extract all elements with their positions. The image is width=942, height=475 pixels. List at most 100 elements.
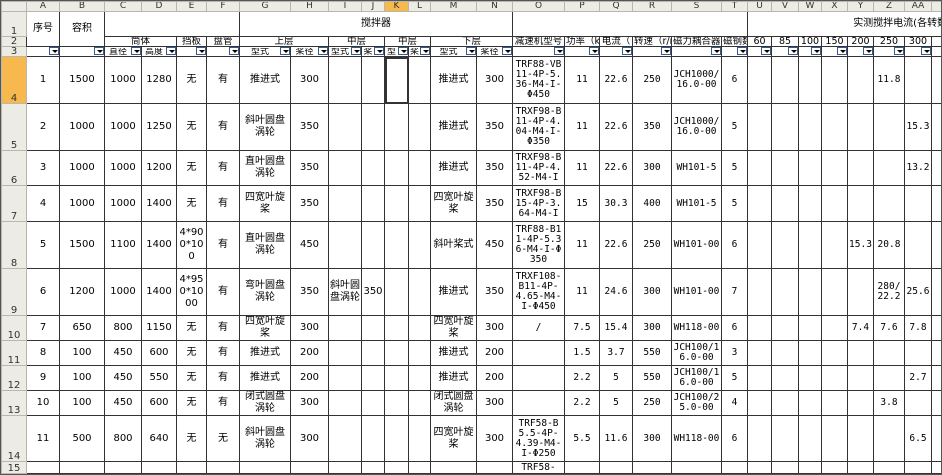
cell-B14[interactable]: 500 <box>60 416 105 462</box>
cell-Z15[interactable] <box>874 462 905 474</box>
cell-L4[interactable] <box>409 57 431 104</box>
cell-H5[interactable]: 350 <box>291 104 329 151</box>
cell-P10[interactable]: 7.5 <box>565 316 600 341</box>
cell-F13[interactable]: 有 <box>207 391 240 416</box>
cell-O9[interactable]: TRXF108-B11-4P-4.65-M4-I-Φ450 <box>513 269 565 316</box>
column-header-L[interactable]: L <box>409 2 431 12</box>
header-cell[interactable]: 转速（r/m <box>633 37 672 47</box>
cell-R12[interactable]: 550 <box>633 366 672 391</box>
cell-B7[interactable]: 1000 <box>60 186 105 222</box>
filter-cell-K[interactable]: 型 <box>385 47 409 57</box>
cell-L9[interactable] <box>409 269 431 316</box>
cell-A10[interactable]: 7 <box>27 316 60 341</box>
cell-O12[interactable] <box>513 366 565 391</box>
cell-A6[interactable]: 3 <box>27 151 60 186</box>
filter-dropdown-icon[interactable] <box>280 47 290 55</box>
cell-R11[interactable]: 550 <box>633 341 672 366</box>
filter-dropdown-icon[interactable] <box>196 47 206 55</box>
cell-E12[interactable]: 无 <box>177 366 207 391</box>
cell-U11[interactable] <box>748 341 772 366</box>
cell-X13[interactable] <box>822 391 848 416</box>
header-cell[interactable]: 上层 <box>240 37 329 47</box>
cell-C10[interactable]: 800 <box>105 316 142 341</box>
cell-A4[interactable]: 1 <box>27 57 60 104</box>
cell-V8[interactable] <box>772 222 799 269</box>
cell-D15[interactable] <box>142 462 177 474</box>
cell-R5[interactable]: 350 <box>633 104 672 151</box>
column-header-E[interactable]: E <box>177 2 207 12</box>
cell-W12[interactable] <box>799 366 822 391</box>
cell-B11[interactable]: 100 <box>60 341 105 366</box>
row-header-8[interactable]: 8 <box>2 222 27 269</box>
column-header-N[interactable]: N <box>477 2 513 12</box>
cell-N9[interactable]: 350 <box>477 269 513 316</box>
cell-L15[interactable] <box>409 462 431 474</box>
cell-J6[interactable] <box>362 151 385 186</box>
filter-dropdown-icon[interactable] <box>711 47 721 55</box>
cell-V7[interactable] <box>772 186 799 222</box>
cell-Y12[interactable] <box>848 366 874 391</box>
cell-X7[interactable] <box>822 186 848 222</box>
cell-O14[interactable]: TRF58-B5.5-4P-4.39-M4-I-Φ250 <box>513 416 565 462</box>
cell-P5[interactable]: 11 <box>565 104 600 151</box>
filter-cell-F[interactable] <box>207 47 240 57</box>
cell-G7[interactable]: 四宽叶旋桨 <box>240 186 291 222</box>
cell-X10[interactable] <box>822 316 848 341</box>
filter-dropdown-icon[interactable] <box>811 47 821 55</box>
cell-K4[interactable] <box>385 57 409 104</box>
cell-W11[interactable] <box>799 341 822 366</box>
cell-G10[interactable]: 四宽叶旋桨 <box>240 316 291 341</box>
cell-L6[interactable] <box>409 151 431 186</box>
cell-E5[interactable]: 无 <box>177 104 207 151</box>
cell-B15[interactable] <box>60 462 105 474</box>
cell-X12[interactable] <box>822 366 848 391</box>
cell-Z6[interactable] <box>874 151 905 186</box>
row-header-15[interactable]: 15 <box>2 462 27 474</box>
cell-V9[interactable] <box>772 269 799 316</box>
cell-S13[interactable]: JCH100/25.0-00 <box>672 391 722 416</box>
column-header-AA[interactable]: AA <box>905 2 932 12</box>
cell-T15[interactable] <box>722 462 748 474</box>
cell-E6[interactable]: 无 <box>177 151 207 186</box>
cell-Q4[interactable]: 22.6 <box>600 57 633 104</box>
cell-H14[interactable]: 300 <box>291 416 329 462</box>
row-header-1[interactable]: 1 <box>2 12 27 37</box>
cell-P11[interactable]: 1.5 <box>565 341 600 366</box>
filter-dropdown-icon[interactable] <box>661 47 671 55</box>
row-header-9[interactable]: 9 <box>2 269 27 316</box>
column-header-X[interactable]: X <box>822 2 848 12</box>
column-header-Z[interactable]: Z <box>874 2 905 12</box>
cell-T5[interactable]: 5 <box>722 104 748 151</box>
filter-cell-D[interactable]: 高度 <box>142 47 177 57</box>
row-header-3[interactable]: 3 <box>2 47 27 57</box>
cell-F6[interactable]: 有 <box>207 151 240 186</box>
cell-K10[interactable] <box>385 316 409 341</box>
cell-N7[interactable]: 350 <box>477 186 513 222</box>
cell-Z4[interactable]: 11.8 <box>874 57 905 104</box>
cell-E13[interactable]: 无 <box>177 391 207 416</box>
cell-D13[interactable]: 600 <box>142 391 177 416</box>
header-cell[interactable]: 序号 <box>27 12 60 47</box>
filter-cell-O[interactable] <box>513 47 565 57</box>
cell-J14[interactable] <box>362 416 385 462</box>
header-cell[interactable]: 减速机型号 <box>513 37 565 47</box>
cell-AB8[interactable] <box>932 222 942 269</box>
cell-T12[interactable]: 5 <box>722 366 748 391</box>
cell-AB6[interactable] <box>932 151 942 186</box>
column-header-R[interactable]: R <box>633 2 672 12</box>
cell-Y8[interactable]: 15.3 <box>848 222 874 269</box>
filter-cell-C[interactable]: 直径 <box>105 47 142 57</box>
cell-N12[interactable]: 200 <box>477 366 513 391</box>
cell-Y11[interactable] <box>848 341 874 366</box>
cell-U7[interactable] <box>748 186 772 222</box>
column-header-O[interactable]: O <box>513 2 565 12</box>
cell-V13[interactable] <box>772 391 799 416</box>
cell-M11[interactable]: 推进式 <box>431 341 477 366</box>
filter-cell-L[interactable]: 桨 <box>409 47 431 57</box>
cell-B13[interactable]: 100 <box>60 391 105 416</box>
cell-F15[interactable] <box>207 462 240 474</box>
cell-W10[interactable] <box>799 316 822 341</box>
cell-M7[interactable]: 四宽叶旋桨 <box>431 186 477 222</box>
cell-X11[interactable] <box>822 341 848 366</box>
cell-O4[interactable]: TRF88-VB11-4P-5.36-M4-I-Φ450 <box>513 57 565 104</box>
